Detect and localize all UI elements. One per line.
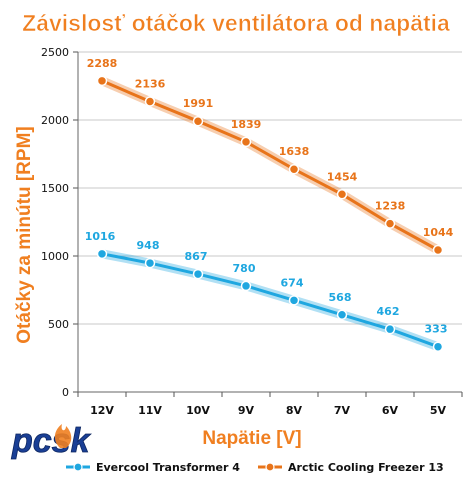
- data-label: 780: [233, 262, 256, 275]
- logo: pcsk: [11, 422, 92, 461]
- data-point: [192, 115, 204, 127]
- legend-label: Evercool Transformer 4: [96, 461, 240, 474]
- data-point: [96, 75, 108, 87]
- data-point: [336, 309, 348, 321]
- data-point: [240, 136, 252, 148]
- legend-swatch-marker: [265, 462, 275, 472]
- data-label: 1638: [279, 145, 310, 158]
- legend: Evercool Transformer 4 Arctic Cooling Fre…: [66, 461, 444, 474]
- y-tick-label: 2000: [41, 114, 69, 127]
- data-point: [384, 218, 396, 229]
- data-label: 2136: [135, 78, 166, 91]
- data-point: [288, 163, 300, 175]
- legend-label: Arctic Cooling Freezer 13: [288, 461, 444, 474]
- grid: [78, 51, 462, 325]
- x-axis-title: Napätie [V]: [202, 428, 301, 449]
- x-tick-label: 12V: [90, 404, 114, 417]
- series-layer: 1016 948 867 780 674 568 462 333 2288 2136 1991 183…: [85, 57, 454, 352]
- flame-icon: [54, 424, 72, 448]
- x-tick-label: 6V: [382, 404, 399, 417]
- data-label: 1839: [231, 118, 262, 131]
- y-tick-label: 1500: [41, 182, 69, 195]
- data-label: 568: [329, 291, 352, 304]
- chart-title: Závislosť otáčok ventilátora od napätia: [22, 10, 450, 36]
- data-label: 333: [425, 323, 448, 336]
- x-tick-label: 11V: [138, 404, 162, 417]
- data-label: 1016: [85, 230, 116, 243]
- data-label: 948: [137, 239, 160, 252]
- x-tick-label: 5V: [430, 404, 447, 417]
- y-tick-label: 1000: [41, 250, 69, 263]
- data-point: [432, 244, 444, 256]
- data-point: [144, 96, 156, 107]
- y-tick-label: 0: [62, 386, 69, 399]
- x-tick-label: 8V: [286, 404, 303, 417]
- y-tick-label: 2500: [41, 46, 69, 59]
- data-label: 462: [377, 305, 400, 318]
- data-point: [240, 280, 252, 292]
- legend-swatch-marker: [73, 462, 83, 472]
- data-label: 1991: [183, 97, 214, 110]
- y-tick-labels: 0 500 1000 1500 2000 2500: [41, 46, 69, 399]
- series-line: [100, 252, 440, 349]
- x-tick-label: 9V: [238, 404, 255, 417]
- data-point: [192, 268, 204, 280]
- axes: [73, 51, 463, 397]
- data-point: [96, 248, 108, 260]
- data-label: 1044: [423, 226, 454, 239]
- y-axis-title: Otáčky za minútu [RPM]: [14, 126, 35, 343]
- data-label: 2288: [87, 57, 118, 70]
- data-point: [336, 189, 348, 200]
- data-label: 867: [185, 250, 208, 263]
- data-label: 674: [281, 276, 304, 289]
- data-point: [384, 323, 396, 335]
- data-point: [144, 257, 156, 269]
- y-tick-label: 500: [48, 318, 69, 331]
- data-point: [288, 295, 300, 306]
- data-label: 1238: [375, 200, 406, 213]
- x-tick-labels: 12V 11V 10V 9V 8V 7V 6V 5V: [90, 404, 446, 417]
- logo-text: pcsk: [11, 422, 92, 460]
- data-label: 1454: [327, 170, 358, 183]
- data-point: [432, 341, 444, 352]
- x-tick-label: 10V: [186, 404, 210, 417]
- series-line: [100, 79, 440, 252]
- x-tick-label: 7V: [334, 404, 351, 417]
